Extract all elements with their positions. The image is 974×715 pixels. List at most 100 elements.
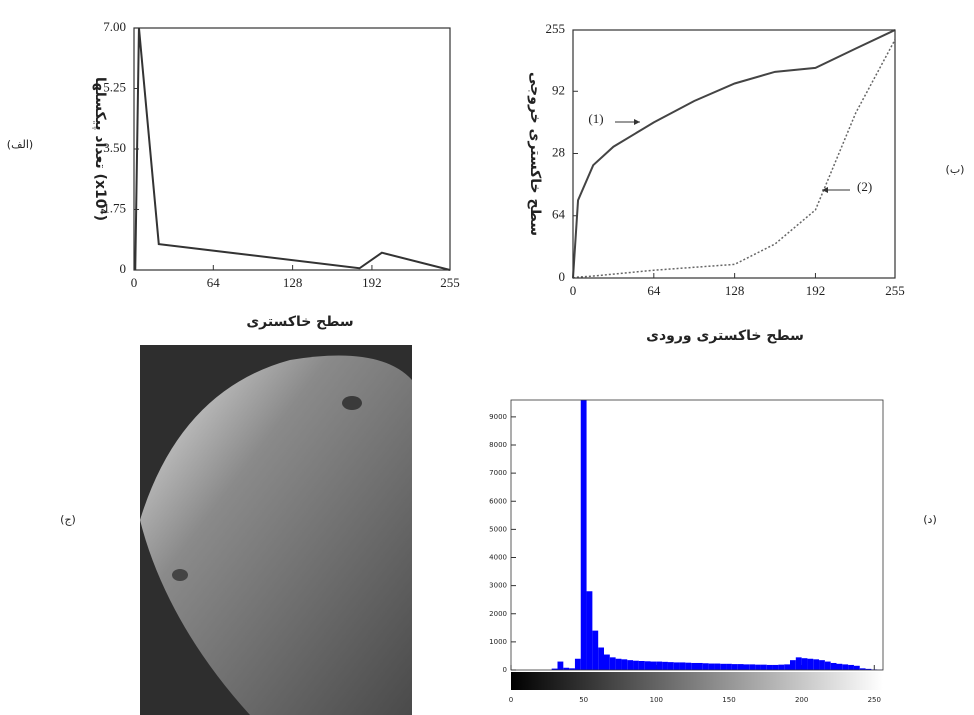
y-axis-label: تعداد پیکسلها (x10⁴) xyxy=(92,77,108,221)
bar xyxy=(848,664,854,670)
bar xyxy=(853,665,860,670)
x-tick-label: 50 xyxy=(579,696,588,704)
x-tick-label: 128 xyxy=(725,283,745,298)
bar xyxy=(778,664,785,670)
x-tick-label: 150 xyxy=(722,696,735,704)
bar xyxy=(865,668,872,670)
y-tick-label: 6000 xyxy=(489,497,507,505)
bar xyxy=(784,664,790,670)
panel-label: (ب) xyxy=(946,163,965,176)
y-tick-label: 255 xyxy=(546,21,566,36)
y-tick-label: 2000 xyxy=(489,610,507,618)
bar xyxy=(772,664,779,670)
line-series xyxy=(134,27,451,271)
series-label: (2) xyxy=(857,179,872,194)
bar xyxy=(667,662,674,670)
y-tick-label: 3000 xyxy=(489,582,507,590)
x-tick-label: 250 xyxy=(868,696,881,704)
bar xyxy=(580,400,587,670)
y-tick-label: 4000 xyxy=(489,554,507,562)
x-tick-label: 0 xyxy=(131,275,138,290)
bar xyxy=(609,657,616,670)
x-tick-label: 0 xyxy=(509,696,513,704)
bar xyxy=(662,661,668,670)
bar xyxy=(697,662,703,670)
bar xyxy=(638,661,645,670)
bar xyxy=(604,654,610,670)
bar xyxy=(807,658,814,670)
y-tick-label: 64 xyxy=(552,207,566,222)
bar xyxy=(627,660,634,670)
bar xyxy=(685,662,692,670)
y-tick-label: 0 xyxy=(120,261,127,276)
bar xyxy=(830,662,837,670)
x-tick-label: 128 xyxy=(283,275,303,290)
y-tick-label: 7.00 xyxy=(103,19,126,34)
bar xyxy=(650,661,657,670)
y-tick-label: 5.25 xyxy=(103,79,126,94)
y-tick-label: 92 xyxy=(552,82,565,97)
bar xyxy=(760,664,767,670)
bar xyxy=(563,667,570,670)
series-label: (1) xyxy=(588,111,603,126)
bar xyxy=(621,659,628,670)
y-tick-label: 28 xyxy=(552,144,565,159)
bar xyxy=(615,658,622,670)
bar xyxy=(557,661,564,670)
bar xyxy=(679,662,686,670)
bar xyxy=(592,630,599,670)
plot-frame xyxy=(572,29,896,279)
bar xyxy=(842,664,849,670)
bar xyxy=(720,663,727,670)
bar xyxy=(714,663,721,670)
y-tick-label: 0 xyxy=(503,666,507,674)
panel-label: (د) xyxy=(923,513,937,526)
bar xyxy=(598,647,604,670)
y-tick-label: 0 xyxy=(559,269,566,284)
plot-frame xyxy=(133,27,451,271)
y-tick-label: 5000 xyxy=(489,525,507,533)
y-tick-label: 9000 xyxy=(489,413,507,421)
bar xyxy=(766,664,773,670)
bar xyxy=(749,664,756,670)
bar xyxy=(644,661,651,670)
x-tick-label: 0 xyxy=(570,283,577,298)
x-tick-label: 192 xyxy=(362,275,382,290)
bar xyxy=(708,663,715,670)
bar xyxy=(586,591,593,670)
arrow-head xyxy=(822,187,828,193)
x-axis-label: سطح خاکستری xyxy=(246,314,353,330)
plot-frame xyxy=(510,399,884,671)
bar xyxy=(743,664,750,670)
crater xyxy=(172,569,188,581)
bar xyxy=(656,661,663,670)
bar xyxy=(574,658,581,670)
x-tick-label: 64 xyxy=(647,283,661,298)
bar xyxy=(819,660,825,670)
x-tick-label: 200 xyxy=(795,696,808,704)
y-tick-label: 3.50 xyxy=(103,140,126,155)
x-tick-label: 192 xyxy=(806,283,826,298)
y-tick-label: 1000 xyxy=(489,638,507,646)
bar xyxy=(859,668,866,670)
image-panel: (ج) xyxy=(60,345,412,715)
bar xyxy=(737,664,744,670)
bar xyxy=(731,664,738,670)
line-series xyxy=(572,29,896,279)
y-tick-label: 8000 xyxy=(489,441,507,449)
bar xyxy=(824,661,831,670)
line-series xyxy=(572,39,896,279)
bar xyxy=(673,662,680,670)
y-tick-label: 7000 xyxy=(489,469,507,477)
bar xyxy=(551,668,558,670)
panel-label: (ج) xyxy=(60,513,76,526)
panel-label: (الف) xyxy=(7,138,33,151)
x-axis-label: سطح خاکستری ورودی xyxy=(646,328,804,344)
bar xyxy=(801,658,808,670)
crater xyxy=(342,396,362,410)
x-tick-label: 100 xyxy=(650,696,663,704)
bar xyxy=(836,663,843,670)
bar xyxy=(795,657,802,670)
moon-surface xyxy=(140,355,412,715)
bar xyxy=(569,668,575,670)
